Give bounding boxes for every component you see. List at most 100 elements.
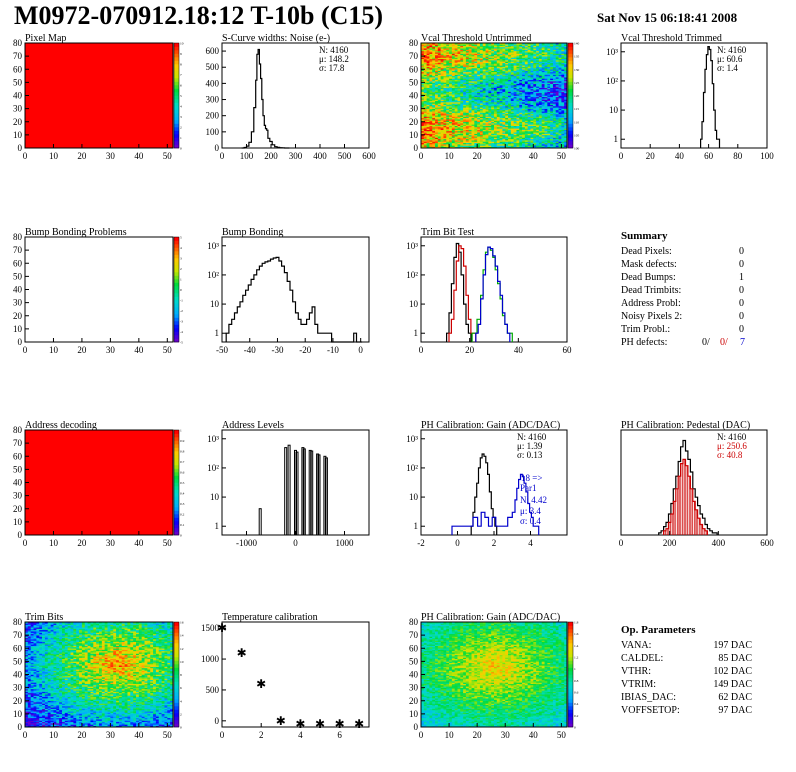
heatmap-cell bbox=[426, 115, 430, 117]
heatmap-cell bbox=[463, 66, 467, 69]
heatmap-cell bbox=[468, 70, 472, 73]
heatmap-cell bbox=[555, 106, 559, 108]
heatmap-cell bbox=[494, 83, 498, 86]
heatmap-cell bbox=[536, 62, 540, 65]
heatmap-cell bbox=[437, 77, 441, 79]
heatmap-cell bbox=[499, 86, 503, 88]
heatmap-cell bbox=[488, 54, 492, 57]
heatmap-cell bbox=[482, 124, 486, 126]
heatmap-cell bbox=[468, 136, 472, 138]
heatmap-cell bbox=[25, 660, 29, 662]
heatmap-cell bbox=[550, 99, 554, 102]
heatmap-cell bbox=[541, 95, 545, 98]
y-tick-label: 60 bbox=[13, 451, 23, 461]
heatmap-cell bbox=[533, 74, 537, 77]
heatmap-cell bbox=[426, 112, 430, 115]
heatmap-cell bbox=[482, 137, 486, 140]
heatmap-cell bbox=[550, 128, 554, 130]
heatmap-cell bbox=[555, 112, 559, 115]
heatmap-cell bbox=[446, 71, 450, 74]
heatmap-cell bbox=[552, 100, 557, 103]
heatmap-cell bbox=[454, 98, 458, 100]
heatmap-cell bbox=[538, 92, 543, 95]
heatmap-cell bbox=[555, 92, 559, 95]
heatmap-cell bbox=[426, 119, 430, 121]
palette-step bbox=[174, 472, 179, 476]
heatmap-cell bbox=[496, 77, 500, 79]
heatmap-cell bbox=[421, 125, 425, 128]
x-tick-label: 0 bbox=[23, 345, 28, 355]
heatmap-cell bbox=[421, 145, 425, 147]
heatmap-cell bbox=[454, 69, 458, 71]
heatmap-cell bbox=[468, 56, 472, 58]
heatmap-cell bbox=[451, 130, 455, 133]
heatmap-cell bbox=[485, 65, 489, 67]
heatmap-cell bbox=[479, 133, 484, 136]
heatmap-cell bbox=[30, 666, 34, 669]
heatmap-cell bbox=[432, 138, 436, 141]
heatmap-cell bbox=[457, 74, 461, 77]
heatmap-cell bbox=[449, 50, 453, 53]
heatmap-cell bbox=[522, 108, 526, 111]
heatmap-cell bbox=[550, 57, 554, 60]
heatmap-cell bbox=[460, 58, 464, 61]
heatmap-cell bbox=[460, 85, 464, 87]
palette-step bbox=[568, 123, 573, 128]
heatmap-cell bbox=[564, 112, 568, 115]
heatmap-cell bbox=[488, 111, 492, 113]
heatmap-cell bbox=[541, 56, 545, 58]
heatmap-cell bbox=[423, 61, 427, 63]
heatmap-cell bbox=[491, 141, 495, 144]
heatmap-cell bbox=[463, 46, 467, 49]
heatmap-cell bbox=[460, 82, 464, 84]
heatmap-cell bbox=[513, 115, 517, 117]
heatmap-cell bbox=[505, 52, 509, 54]
heatmap-cell bbox=[30, 699, 34, 702]
heatmap-cell bbox=[432, 57, 436, 60]
heatmap-cell bbox=[451, 91, 455, 94]
heatmap-cell bbox=[491, 108, 495, 111]
heatmap-cell bbox=[505, 87, 509, 90]
heatmap-cell bbox=[522, 94, 526, 96]
heatmap-cell bbox=[522, 113, 526, 116]
heatmap-cell bbox=[505, 77, 509, 79]
heatmap-cell bbox=[451, 75, 455, 78]
heatmap-cell bbox=[479, 53, 484, 56]
heatmap-cell bbox=[446, 96, 450, 99]
heatmap-cell bbox=[558, 58, 562, 61]
heatmap-cell bbox=[491, 111, 495, 113]
heatmap-cell bbox=[530, 103, 534, 105]
heatmap-cell bbox=[550, 103, 554, 105]
heatmap-cell bbox=[524, 113, 528, 116]
heatmap-cell bbox=[449, 62, 453, 65]
y-tick-label: 50 bbox=[13, 77, 23, 87]
heatmap-cell bbox=[457, 124, 461, 126]
heatmap-cell bbox=[468, 90, 472, 92]
x-tick-label: -10 bbox=[327, 345, 339, 355]
heatmap-cell bbox=[446, 69, 450, 71]
heatmap-cell bbox=[457, 104, 461, 107]
heatmap-cell bbox=[27, 646, 31, 649]
heatmap-cell bbox=[451, 65, 455, 67]
heatmap-cell bbox=[522, 98, 526, 100]
heatmap-cell bbox=[558, 73, 562, 75]
heatmap-cell bbox=[465, 96, 470, 99]
heatmap-cell bbox=[426, 127, 430, 129]
heatmap-cell bbox=[538, 146, 543, 149]
heatmap-cell bbox=[491, 96, 495, 99]
heatmap-cell bbox=[533, 81, 537, 83]
heatmap-cell bbox=[479, 108, 484, 111]
heatmap-cell bbox=[451, 54, 455, 57]
heatmap-cell bbox=[508, 62, 512, 65]
heatmap-cell bbox=[522, 62, 526, 65]
heatmap-cell bbox=[25, 632, 29, 635]
heatmap-cell bbox=[446, 58, 450, 61]
heatmap-cell bbox=[460, 81, 464, 83]
heatmap-cell bbox=[479, 58, 484, 61]
heatmap-cell bbox=[435, 69, 439, 71]
palette-tick-label: 0.1 bbox=[180, 523, 185, 527]
heatmap-cell bbox=[485, 83, 489, 86]
y-tick-label: 30 bbox=[13, 104, 23, 114]
heatmap-cell bbox=[482, 74, 486, 77]
